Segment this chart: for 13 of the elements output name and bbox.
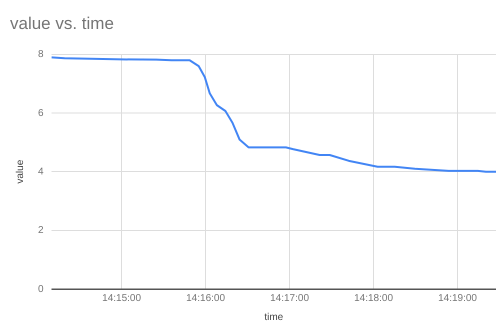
x-tick-label: 14:19:00 xyxy=(438,292,478,304)
y-tick-label: 0 xyxy=(38,284,44,295)
y-tick-label: 6 xyxy=(38,108,44,119)
x-axis-title: time xyxy=(264,312,284,323)
y-axis-title: value xyxy=(14,159,26,184)
x-tick-label: 14:17:00 xyxy=(270,292,310,304)
y-tick-label: 4 xyxy=(38,166,44,178)
chart-title: value vs. time xyxy=(10,14,114,33)
x-tick-label: 14:15:00 xyxy=(102,292,142,304)
x-tick-label: 14:18:00 xyxy=(354,292,394,304)
y-tick-label: 2 xyxy=(38,225,44,236)
y-tick-label: 8 xyxy=(38,49,44,60)
x-tick-label: 14:16:00 xyxy=(186,292,226,304)
